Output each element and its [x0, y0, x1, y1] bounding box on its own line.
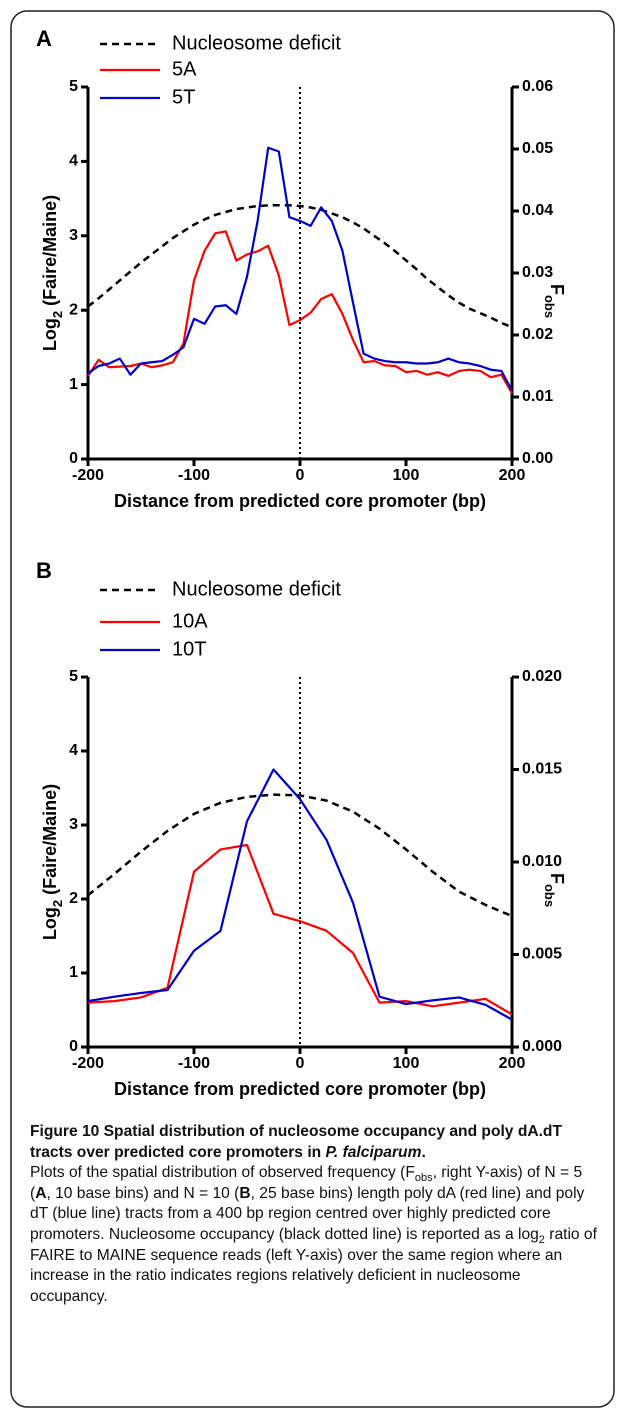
caption-text: obs: [414, 1172, 433, 1185]
y-tick-label: 0: [69, 1038, 78, 1055]
panel-label: A: [36, 26, 52, 51]
x-tick-label: 0: [296, 1055, 305, 1072]
caption-text: A: [35, 1184, 47, 1202]
y-axis-title: Log2 (Faire/Maine): [40, 784, 65, 940]
frame: [10, 10, 615, 1408]
y-axis-title-part: Log: [40, 907, 60, 940]
caption-title: Figure 10 Spatial distribution of nucleo…: [30, 1122, 602, 1163]
y-tick-label: 1: [69, 964, 78, 981]
y2-tick-label: 0.05: [522, 140, 553, 157]
y-tick-label: 1: [69, 376, 78, 393]
y-tick-label: 2: [69, 301, 78, 318]
series-line: [87, 230, 513, 394]
series-line: [87, 204, 513, 329]
series-line: [87, 146, 513, 392]
y2-tick-label: 0.015: [522, 761, 562, 778]
x-tick-label: -100: [178, 467, 210, 484]
y2-axis-title: Fobs: [542, 284, 567, 318]
legend-label: Nucleosome deficit: [172, 32, 341, 54]
x-tick-label: 100: [393, 467, 420, 484]
y-tick-label: 3: [69, 816, 78, 833]
y2-tick-label: 0.010: [522, 853, 562, 870]
caption-text: , right Y-axis) of N = 5 (: [30, 1164, 583, 1202]
x-tick-label: -200: [72, 467, 104, 484]
y2-tick-label: 0.01: [522, 388, 553, 405]
x-axis-title: Distance from predicted core promoter (b…: [114, 491, 486, 511]
y-axis-title-part: 2: [50, 900, 65, 907]
y2-tick-label: 0.020: [522, 668, 562, 685]
y-axis-title-part: (Faire/Maine): [40, 784, 60, 900]
caption-text: .: [421, 1143, 426, 1161]
caption-text: B: [239, 1184, 251, 1202]
y-axis-title-part: Log: [40, 318, 60, 351]
x-tick-label: 200: [499, 467, 526, 484]
caption-text: ratio of FAIRE to MAINE sequence reads (…: [30, 1225, 597, 1305]
caption-text: Figure 10 Spatial distribution of nucleo…: [30, 1123, 562, 1161]
y-tick-label: 3: [69, 227, 78, 244]
y2-axis-title-part: F: [547, 284, 567, 295]
caption-text: Plots of the spatial distribution of obs…: [30, 1164, 415, 1182]
y2-axis-title-part: F: [547, 873, 567, 884]
y2-axis-title: Fobs: [542, 873, 567, 907]
y2-tick-label: 0.03: [522, 264, 553, 281]
legend-label: 5A: [172, 58, 197, 80]
caption-text: 2: [538, 1234, 545, 1247]
x-tick-label: 100: [393, 1055, 420, 1072]
y2-tick-label: 0.005: [522, 946, 562, 963]
x-tick-label: -100: [178, 1055, 210, 1072]
legend-label: 10T: [172, 638, 206, 660]
series-line: [87, 793, 513, 918]
y2-tick-label: 0.00: [522, 450, 553, 467]
y-tick-label: 5: [69, 78, 78, 95]
y-tick-label: 5: [69, 668, 78, 685]
y-axis-title: Log2 (Faire/Maine): [40, 195, 65, 351]
y2-tick-label: 0.02: [522, 326, 553, 343]
caption: Figure 10 Spatial distribution of nucleo…: [30, 1122, 602, 1307]
caption-text: P. falciparum: [325, 1143, 422, 1161]
y-axis-title-part: (Faire/Maine): [40, 195, 60, 311]
series-line: [87, 768, 513, 1021]
x-tick-label: 200: [499, 1055, 526, 1072]
legend-label: 10A: [172, 610, 208, 632]
legend-label: 5T: [172, 86, 195, 108]
legend-label: Nucleosome deficit: [172, 578, 341, 600]
y-tick-label: 4: [69, 742, 78, 759]
y-tick-label: 4: [69, 153, 78, 170]
y2-tick-label: 0.000: [522, 1038, 562, 1055]
y-tick-label: 2: [69, 890, 78, 907]
y-tick-label: 0: [69, 450, 78, 467]
y2-axis-title-part: obs: [542, 884, 557, 907]
x-tick-label: -200: [72, 1055, 104, 1072]
y2-tick-label: 0.06: [522, 78, 553, 95]
caption-text: , 25 base bins) length poly dA (red line…: [30, 1184, 585, 1243]
panel-label: B: [36, 558, 52, 583]
y2-axis-title-part: obs: [542, 295, 557, 318]
y-axis-title-part: 2: [50, 311, 65, 318]
y2-tick-label: 0.04: [522, 202, 553, 219]
x-axis-title: Distance from predicted core promoter (b…: [114, 1079, 486, 1099]
x-tick-label: 0: [296, 467, 305, 484]
caption-text: , 10 base bins) and N = 10 (: [46, 1184, 240, 1202]
series-line: [87, 843, 513, 1016]
caption-body: Plots of the spatial distribution of obs…: [30, 1163, 602, 1307]
